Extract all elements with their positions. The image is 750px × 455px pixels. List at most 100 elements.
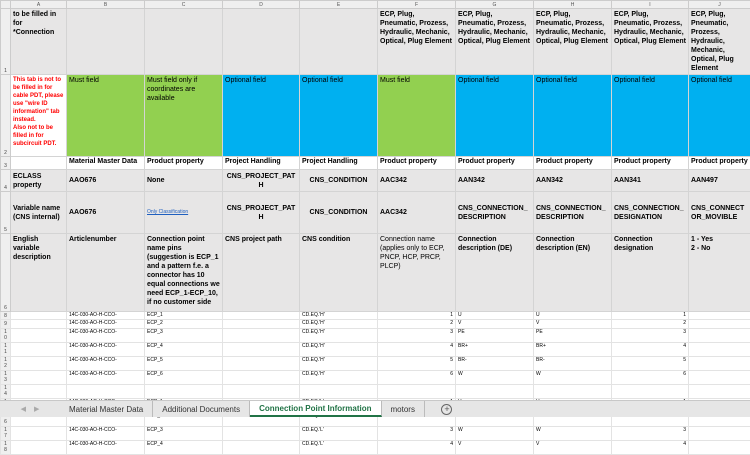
cell-e14[interactable] — [300, 384, 378, 398]
cell-j10[interactable] — [689, 328, 750, 342]
cell-j8[interactable] — [689, 312, 750, 320]
cell-b10[interactable]: 14C-030-AO-H-CCO- — [67, 328, 145, 342]
cell-d9[interactable] — [223, 320, 300, 328]
cell-b11[interactable]: 14C-030-AO-H-CCO- — [67, 342, 145, 356]
cell-e5[interactable]: CNS_CONDITION — [300, 192, 378, 234]
cell-j6[interactable]: 1 - Yes 2 - No — [689, 234, 750, 312]
cell-i5[interactable]: CNS_CONNECTION_DESIGNATION — [612, 192, 689, 234]
row-header[interactable]: 17 — [1, 426, 11, 440]
row-header[interactable]: 1 — [1, 9, 11, 75]
cell-c17[interactable]: ECP_3 — [145, 426, 223, 440]
cell-j4[interactable]: AAN497 — [689, 170, 750, 192]
cell-g8[interactable]: U — [456, 312, 534, 320]
cell-c3[interactable]: Product property — [145, 157, 223, 170]
cell-c9[interactable]: ECP_2 — [145, 320, 223, 328]
cell-d5[interactable]: CNS_PROJECT_PATH — [223, 192, 300, 234]
column-header-d[interactable]: D — [223, 1, 300, 9]
cell-i3[interactable]: Product property — [612, 157, 689, 170]
cell-h5[interactable]: CNS_CONNECTION_DESCRIPTION — [534, 192, 612, 234]
row-header[interactable]: 2 — [1, 75, 11, 157]
select-all-corner[interactable] — [1, 1, 11, 9]
column-header-i[interactable]: I — [612, 1, 689, 9]
cell-d13[interactable] — [223, 370, 300, 384]
cell-a2[interactable]: This tab is not to be filled in for cabl… — [11, 75, 67, 157]
cell-c8[interactable]: ECP_1 — [145, 312, 223, 320]
cell-j1[interactable]: ECP, Plug, Pneumatic, Prozess, Hydraulic… — [689, 9, 750, 75]
cell-j13[interactable] — [689, 370, 750, 384]
cell-c1[interactable] — [145, 9, 223, 75]
cell-j5[interactable]: CNS_CONNECTOR_MOVIBLE — [689, 192, 750, 234]
cell-e18[interactable]: CD.EQ.'L' — [300, 440, 378, 454]
cell-g11[interactable]: BR+ — [456, 342, 534, 356]
cell-e2[interactable]: Optional field — [300, 75, 378, 157]
cell-h3[interactable]: Product property — [534, 157, 612, 170]
cell-e4[interactable]: CNS_CONDITION — [300, 170, 378, 192]
cell-j9[interactable] — [689, 320, 750, 328]
cell-h2[interactable]: Optional field — [534, 75, 612, 157]
cell-g2[interactable]: Optional field — [456, 75, 534, 157]
add-sheet-button[interactable]: + — [435, 401, 459, 417]
cell-d18[interactable] — [223, 440, 300, 454]
cell-g5[interactable]: CNS_CONNECTION_DESCRIPTION — [456, 192, 534, 234]
cell-d4[interactable]: CNS_PROJECT_PATH — [223, 170, 300, 192]
cell-i4[interactable]: AAN341 — [612, 170, 689, 192]
cell-j12[interactable] — [689, 356, 750, 370]
cell-f12[interactable]: 5 — [378, 356, 456, 370]
cell-g18[interactable]: V — [456, 440, 534, 454]
cell-f6[interactable]: Connection name (applies only to ECP, PN… — [378, 234, 456, 312]
cell-j11[interactable] — [689, 342, 750, 356]
cell-c18[interactable]: ECP_4 — [145, 440, 223, 454]
cell-g13[interactable]: W — [456, 370, 534, 384]
cell-f13[interactable]: 6 — [378, 370, 456, 384]
row-header[interactable]: 8 — [1, 312, 11, 320]
row-header[interactable]: 9 — [1, 320, 11, 328]
cell-i9[interactable]: 2 — [612, 320, 689, 328]
cell-g12[interactable]: BR- — [456, 356, 534, 370]
cell-i13[interactable]: 6 — [612, 370, 689, 384]
cell-a9[interactable] — [11, 320, 67, 328]
cell-c13[interactable]: ECP_6 — [145, 370, 223, 384]
cell-f1[interactable]: ECP, Plug, Pneumatic, Prozess, Hydraulic… — [378, 9, 456, 75]
cell-a4[interactable]: ECLASS property — [11, 170, 67, 192]
cell-i10[interactable]: 3 — [612, 328, 689, 342]
tab-connection-point-information[interactable]: Connection Point Information — [250, 401, 381, 417]
row-header[interactable]: 4 — [1, 170, 11, 192]
cell-h13[interactable]: W — [534, 370, 612, 384]
row-header[interactable]: 6 — [1, 234, 11, 312]
row-header[interactable]: 18 — [1, 440, 11, 454]
cell-h8[interactable]: U — [534, 312, 612, 320]
cell-h9[interactable]: V — [534, 320, 612, 328]
row-header[interactable]: 12 — [1, 356, 11, 370]
row-header[interactable]: 13 — [1, 370, 11, 384]
cell-a18[interactable] — [11, 440, 67, 454]
row-header[interactable]: 3 — [1, 157, 11, 170]
cell-b4[interactable]: AAO676 — [67, 170, 145, 192]
cell-i14[interactable] — [612, 384, 689, 398]
cell-d12[interactable] — [223, 356, 300, 370]
cell-f8[interactable]: 1 — [378, 312, 456, 320]
cell-f11[interactable]: 4 — [378, 342, 456, 356]
cell-b5[interactable]: AAO676 — [67, 192, 145, 234]
column-header-c[interactable]: C — [145, 1, 223, 9]
sheet-nav-arrows[interactable]: ◀▶ — [0, 401, 60, 417]
cell-h6[interactable]: Connection description (EN) — [534, 234, 612, 312]
cell-c5[interactable]: Only Classification — [145, 192, 223, 234]
cell-j2[interactable]: Optional field — [689, 75, 750, 157]
cell-i12[interactable]: 5 — [612, 356, 689, 370]
cell-h14[interactable] — [534, 384, 612, 398]
cell-h17[interactable]: W — [534, 426, 612, 440]
cell-d14[interactable] — [223, 384, 300, 398]
cell-i1[interactable]: ECP, Plug, Pneumatic, Prozess, Hydraulic… — [612, 9, 689, 75]
prev-sheet-icon[interactable]: ◀ — [21, 405, 26, 413]
cell-a3[interactable] — [11, 157, 67, 170]
cell-a6[interactable]: English variable description — [11, 234, 67, 312]
column-header-e[interactable]: E — [300, 1, 378, 9]
cell-a17[interactable] — [11, 426, 67, 440]
cell-i8[interactable]: 1 — [612, 312, 689, 320]
cell-h11[interactable]: BR+ — [534, 342, 612, 356]
cell-i6[interactable]: Connection designation — [612, 234, 689, 312]
tab-additional-documents[interactable]: Additional Documents — [153, 401, 250, 417]
cell-j14[interactable] — [689, 384, 750, 398]
row-header[interactable]: 10 — [1, 328, 11, 342]
cell-d11[interactable] — [223, 342, 300, 356]
